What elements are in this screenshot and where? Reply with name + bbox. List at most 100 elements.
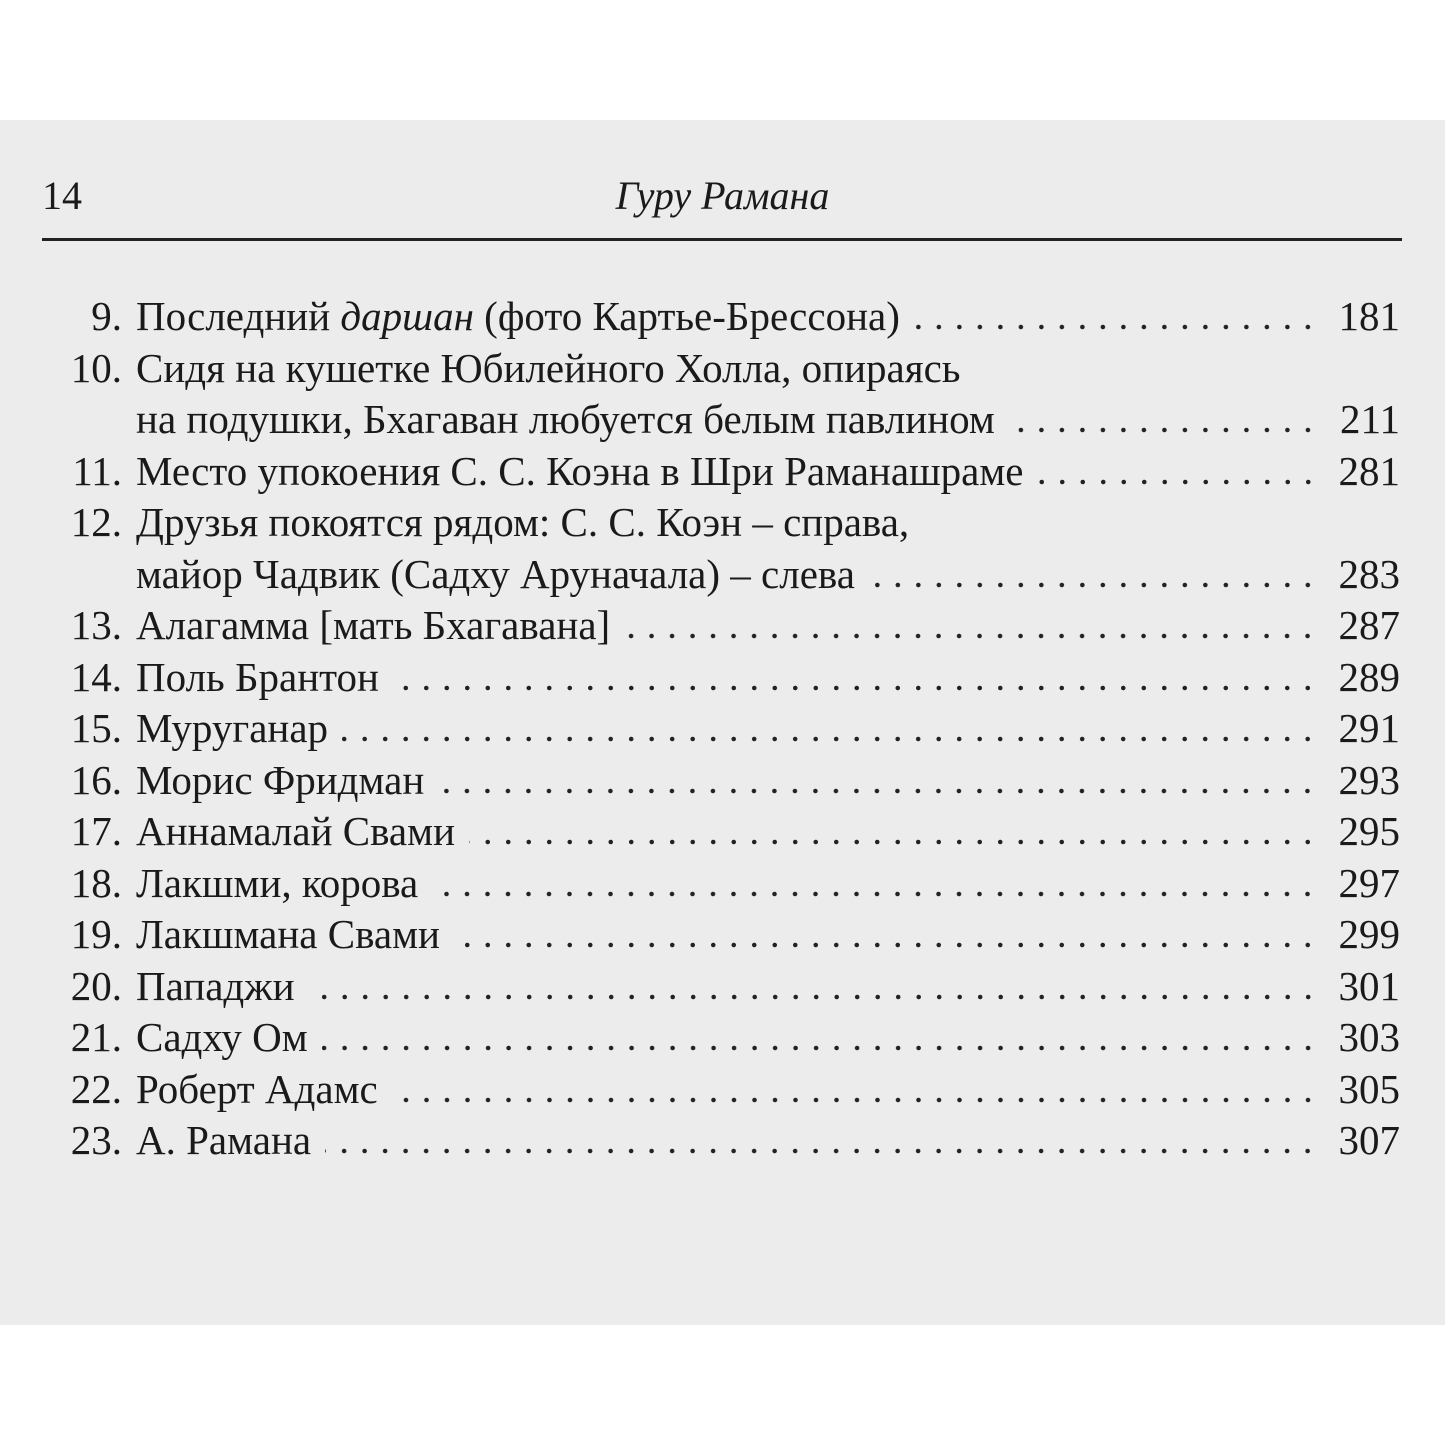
entry-page: 181 [1338, 293, 1401, 339]
entry-number: 21. [70, 1014, 122, 1060]
entry-page: 299 [1338, 911, 1401, 957]
header-rule [42, 238, 1402, 241]
entry-number: 23. [70, 1117, 122, 1163]
entry-title: Муруганар [136, 704, 328, 752]
dot-leader [432, 890, 1318, 897]
entry-title: А. Рамана [136, 1116, 311, 1164]
dot-leader [391, 1096, 1318, 1103]
entry-row: 23. А. Рамана 307 [0, 1116, 1445, 1168]
title-text: А. Рамана [136, 1117, 312, 1163]
entry-page: 281 [1338, 447, 1401, 494]
title-text: даршан [340, 293, 474, 339]
entry-page: 287 [1338, 602, 1401, 648]
title-text: на подушки, Бхагаван любуется белым павл… [136, 396, 995, 442]
dot-leader [438, 787, 1318, 794]
title-text: Муруганар [136, 705, 329, 751]
entry-number: 18. [70, 859, 122, 906]
entry-title: Садху Ом [136, 1013, 308, 1061]
entry-number: 19. [70, 911, 122, 957]
entry-number: 12. [70, 499, 122, 545]
title-text: Морис Фридман [136, 756, 425, 803]
entry-row: 14. Поль Брантон 289 [0, 653, 1445, 705]
title-text: Лакшми, корова [136, 859, 419, 906]
entry-page: 293 [1338, 756, 1401, 803]
title-text: Сидя на кушетке Юбилейного Холла, опирая… [136, 344, 961, 391]
title-text: Друзья покоятся рядом: С. С. Коэн – спра… [136, 499, 910, 545]
entry-row: 22. Роберт Адамс 305 [0, 1065, 1445, 1117]
entry-page: 283 [1338, 550, 1401, 597]
entry-row: 19. Лакшмана Свами 299 [0, 910, 1445, 962]
title-text: (фото Картье-Брессона) [473, 293, 900, 339]
running-title: Гуру Рамана [615, 173, 830, 218]
dot-leader [1008, 427, 1318, 433]
entry-row: 18. Лакшми, корова 297 [0, 859, 1445, 911]
entry-page: 305 [1338, 1065, 1401, 1112]
title-text: майор Чадвик (Садху Аруначала) – слева [136, 550, 855, 597]
entry-number: 10. [70, 344, 122, 391]
entry-page: 211 [1340, 396, 1400, 442]
title-text: Пападжи [136, 962, 295, 1009]
entry-row: 10. Сидя на кушетке Юбилейного Холла, опи… [0, 344, 1445, 396]
dot-leader [325, 1148, 1318, 1154]
dot-leader [624, 633, 1318, 639]
entry-title: Роберт Адамс [136, 1065, 378, 1113]
entry-title: Место упокоения С. С. Коэна в Шри Рамана… [136, 447, 1024, 495]
entry-row: 12. Друзья покоятся рядом: С. С. Коэн – с… [0, 498, 1445, 550]
entry-title: Пападжи [136, 962, 295, 1010]
contents-list: 9. Последний даршан (фото Картье-Брессона… [0, 292, 1445, 1168]
entry-title: Лакшмана Свами [136, 910, 440, 958]
entry-row: майор Чадвик (Садху Аруначала) – слева 28… [0, 550, 1445, 602]
entry-row: 15. Муруганар 291 [0, 704, 1445, 756]
entry-row: 17. Аннамалай Свами 295 [0, 807, 1445, 859]
entry-row: на подушки, Бхагаван любуется белым павл… [0, 395, 1445, 447]
title-text: Садху Ом [136, 1014, 308, 1060]
entry-number: 22. [70, 1065, 122, 1112]
entry-page: 295 [1338, 808, 1401, 854]
dot-leader [1037, 478, 1318, 485]
entry-title: на подушки, Бхагаван любуется белым павл… [136, 395, 995, 443]
dot-leader [342, 736, 1318, 742]
title-text: Аннамалай Свами [136, 808, 456, 854]
dot-leader [913, 324, 1318, 330]
entry-row: 20. Пападжи 301 [0, 962, 1445, 1014]
entry-title: Морис Фридман [136, 756, 424, 804]
page-number: 14 [42, 173, 82, 218]
entry-number: 15. [70, 705, 122, 751]
entry-number: 9. [91, 293, 122, 339]
title-text: Роберт Адамс [136, 1065, 378, 1112]
entry-row: 9. Последний даршан (фото Картье-Брессона… [0, 292, 1445, 344]
dot-leader [392, 684, 1318, 691]
dot-leader [308, 993, 1318, 1000]
dot-leader [454, 942, 1318, 948]
entry-title: Алагамма [мать Бхагавана] [136, 601, 610, 649]
entry-number: 17. [70, 808, 122, 854]
entry-row: 21. Садху Ом 303 [0, 1013, 1445, 1065]
entry-title: майор Чадвик (Садху Аруначала) – слева [136, 550, 855, 598]
entry-page: 289 [1338, 653, 1401, 700]
entry-title: Последний даршан (фото Картье-Брессона) [136, 292, 900, 340]
entry-page: 307 [1338, 1117, 1401, 1163]
entry-title: Лакшми, корова [136, 859, 418, 907]
entry-title: Друзья покоятся рядом: С. С. Коэн – спра… [136, 498, 909, 546]
entry-title: Сидя на кушетке Юбилейного Холла, опирая… [136, 344, 960, 392]
entry-page: 303 [1338, 1014, 1401, 1060]
entry-number: 13. [70, 602, 122, 648]
entry-number: 11. [72, 447, 122, 494]
title-text: Лакшмана Свами [136, 911, 440, 957]
dot-leader [868, 581, 1318, 588]
entry-page: 301 [1338, 962, 1401, 1009]
title-text: Последний [136, 293, 341, 339]
title-text: Место упокоения С. С. Коэна в Шри Рамана… [136, 447, 1024, 494]
entry-number: 16. [70, 756, 122, 803]
title-text: Поль Брантон [136, 653, 379, 700]
entry-page: 291 [1338, 705, 1401, 751]
dot-leader [321, 1045, 1318, 1051]
title-text: Алагамма [мать Бхагавана] [136, 602, 611, 648]
entry-row: 13. Алагамма [мать Бхагавана] 287 [0, 601, 1445, 653]
book-page: 14 Гуру Рамана 9. Последний даршан (фото … [0, 120, 1445, 1325]
entry-number: 20. [70, 962, 122, 1009]
entry-row: 16. Морис Фридман 293 [0, 756, 1445, 808]
entry-number: 14. [70, 653, 122, 700]
entry-title: Аннамалай Свами [136, 807, 455, 855]
